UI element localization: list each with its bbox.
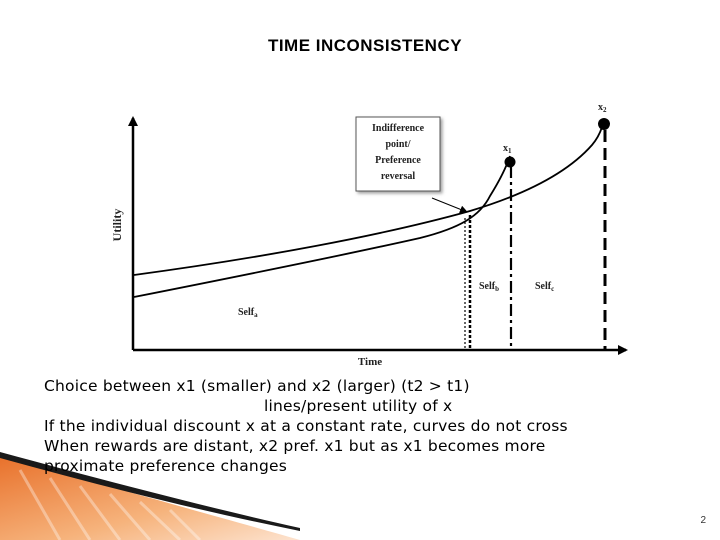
callout-box (355, 116, 441, 192)
y-axis-label: Utility (110, 209, 124, 242)
reward-point-x2 (598, 118, 610, 130)
explanation-line-4: When rewards are distant, x2 pref. x1 bu… (44, 437, 546, 455)
swoosh-shape (0, 455, 300, 540)
callout-line-4: reversal (381, 171, 415, 182)
reward-point-x1 (504, 156, 516, 168)
utility-curve-x1 (133, 155, 511, 298)
utility-curve-x2 (133, 123, 604, 276)
callout-line-3: Preference (375, 155, 421, 166)
x-axis-label: Time (358, 356, 382, 368)
callout-line-2: point/ (385, 139, 410, 150)
indifference-callout: Indifference point/ Preference reversal (355, 116, 441, 192)
reward-label-x1: x1 (503, 143, 512, 155)
explanation-line-2: lines/present utility of x (264, 397, 453, 415)
page-number: 2 (700, 515, 706, 526)
slide-title: TIME INCONSISTENCY (267, 36, 463, 55)
reward-label-x2: x2 (598, 102, 607, 114)
explanation-line-1: Choice between x1 (smaller) and x2 (larg… (44, 377, 470, 395)
self-c-label: Selfc (535, 281, 554, 293)
callout-line-1: Indifference (372, 123, 425, 134)
callout-pointer-arrow (431, 197, 468, 214)
explanation-line-5: proximate preference changes (44, 457, 287, 475)
swoosh-stripes (18, 469, 202, 540)
self-a-label: Selfa (238, 307, 258, 319)
explanation-text: Choice between x1 (smaller) and x2 (larg… (44, 376, 684, 476)
self-b-label: Selfb (479, 281, 499, 293)
explanation-line-3: If the individual discount x at a consta… (44, 417, 568, 435)
swoosh-dark-edge (0, 452, 300, 531)
